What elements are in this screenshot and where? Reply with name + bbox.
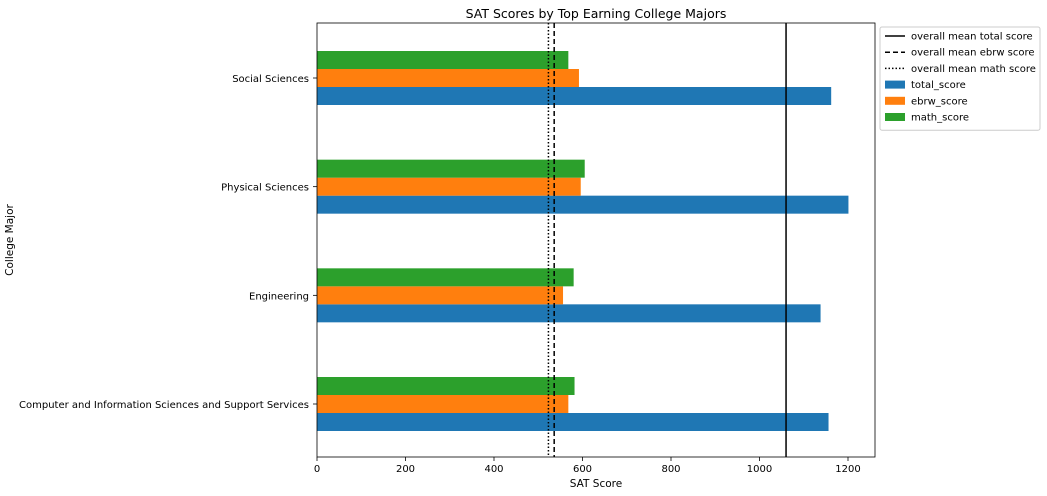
bar-math-score-0 [317,377,575,395]
y-tick-label: Computer and Information Sciences and Su… [19,400,309,411]
y-tick-label: Social Sciences [232,74,309,85]
bar-ebrw-score-0 [317,395,569,413]
x-tick-label: 200 [396,464,415,475]
y-tick-label: Physical Sciences [221,183,309,194]
bar-ebrw-score-3 [317,69,579,87]
chart-title: SAT Scores by Top Earning College Majors [466,6,727,21]
bar-math-score-2 [317,159,585,178]
x-tick-label: 1000 [747,464,772,475]
x-axis-label: SAT Score [570,478,622,490]
legend-label: overall mean math score [911,64,1036,75]
legend-label: math_score [911,113,969,124]
y-axis: Computer and Information Sciences and Su… [19,74,317,411]
bar-ebrw-score-1 [317,286,564,305]
legend-label: total_score [911,80,966,91]
bar-total-score-2 [317,195,849,214]
plot-area [317,23,849,457]
x-tick-label: 400 [484,464,503,475]
x-tick-label: 800 [661,464,680,475]
x-tick-label: 0 [314,464,320,475]
legend-label: overall mean ebrw score [911,48,1035,59]
bar-total-score-1 [317,304,821,323]
legend-label: ebrw_score [911,96,968,107]
bar-math-score-3 [317,51,569,69]
legend-swatch-patch-4 [885,96,905,105]
legend-swatch-patch-5 [885,113,905,121]
x-tick-label: 600 [573,464,592,475]
bar-total-score-3 [317,87,832,105]
legend-frame [879,26,1041,131]
plot-frame [316,22,876,458]
x-axis: 0 200 400 600 800 1000 1200 [314,457,861,475]
y-axis-label: College Major [4,203,16,275]
bar-ebrw-score-2 [317,177,581,196]
bar-math-score-1 [317,268,574,287]
legend-swatch-patch-3 [885,80,905,89]
legend: overall mean total score overall mean ebr… [879,26,1041,131]
x-tick-label: 1200 [835,464,860,475]
legend-label: overall mean total score [911,32,1033,43]
y-tick-label: Engineering [249,291,309,302]
bar-total-score-0 [317,413,829,431]
